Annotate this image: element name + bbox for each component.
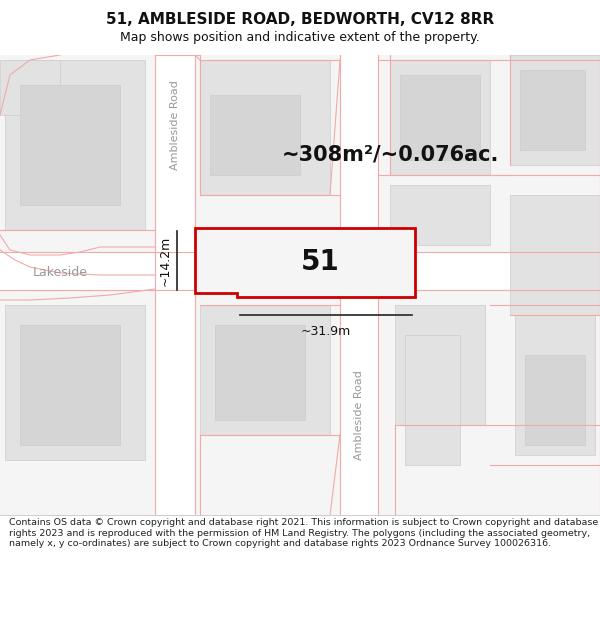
Bar <box>510 55 600 165</box>
Bar <box>210 95 300 175</box>
Bar <box>395 305 485 425</box>
Bar <box>20 325 120 445</box>
Polygon shape <box>195 228 415 297</box>
Bar <box>200 60 330 195</box>
Bar <box>215 325 305 420</box>
Bar <box>5 60 145 230</box>
Bar <box>0 252 600 290</box>
Bar <box>515 315 595 455</box>
Bar <box>405 335 460 465</box>
Bar <box>20 85 120 205</box>
Text: Map shows position and indicative extent of the property.: Map shows position and indicative extent… <box>120 31 480 44</box>
Text: Contains OS data © Crown copyright and database right 2021. This information is : Contains OS data © Crown copyright and d… <box>9 518 598 548</box>
Bar <box>390 60 490 175</box>
Bar <box>510 195 600 315</box>
Polygon shape <box>155 55 195 515</box>
Text: ~308m²/~0.076ac.: ~308m²/~0.076ac. <box>281 145 499 165</box>
Text: Ambleside Road: Ambleside Road <box>354 370 364 460</box>
Bar <box>390 185 490 245</box>
Bar <box>400 75 480 160</box>
Text: ~14.2m: ~14.2m <box>159 236 172 286</box>
Text: Ambleside Road: Ambleside Road <box>170 80 180 170</box>
Bar <box>5 305 145 460</box>
Polygon shape <box>340 55 378 515</box>
Bar <box>525 355 585 445</box>
Text: 51, AMBLESIDE ROAD, BEDWORTH, CV12 8RR: 51, AMBLESIDE ROAD, BEDWORTH, CV12 8RR <box>106 12 494 27</box>
Text: ~31.9m: ~31.9m <box>301 325 351 338</box>
Bar <box>0 60 60 115</box>
Bar <box>200 305 330 435</box>
Text: Lakeside: Lakeside <box>32 266 88 279</box>
Bar <box>520 70 585 150</box>
Text: 51: 51 <box>301 249 340 276</box>
